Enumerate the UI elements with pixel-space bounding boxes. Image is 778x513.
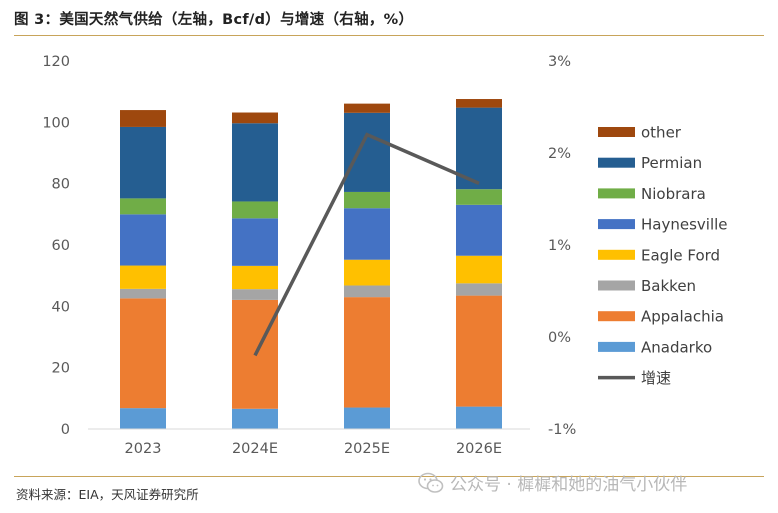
legend-label: Appalachia bbox=[641, 308, 724, 326]
bar-segment-niobrara bbox=[232, 201, 278, 219]
right-tick-label: 1% bbox=[548, 238, 571, 254]
legend-swatch bbox=[598, 249, 635, 260]
bar-segment-other bbox=[120, 110, 166, 127]
bar-segment-eagle-ford bbox=[120, 265, 166, 289]
bar-segment-haynesville bbox=[120, 214, 166, 266]
wechat-icon bbox=[418, 472, 444, 493]
left-axis: 0 20 40 60 80 100 120 bbox=[42, 54, 70, 438]
bar-segment-anadarko bbox=[344, 407, 390, 429]
legend-swatch bbox=[598, 157, 635, 168]
source-note: 资料来源：EIA，天风证券研究所 bbox=[16, 487, 199, 502]
left-tick-label: 120 bbox=[42, 54, 70, 70]
legend-label: Bakken bbox=[641, 277, 696, 295]
legend-label: Niobrara bbox=[641, 185, 706, 203]
bar-segment-anadarko bbox=[120, 408, 166, 429]
bar-segment-eagle-ford bbox=[456, 255, 502, 284]
legend-label: 增速 bbox=[641, 369, 671, 387]
bar-segment-haynesville bbox=[232, 218, 278, 266]
legend-label: other bbox=[641, 124, 682, 142]
bar-segment-anadarko bbox=[456, 406, 502, 429]
legend: other Permian Niobrara Haynesville Eagle For… bbox=[598, 124, 728, 387]
right-tick-label: 2% bbox=[548, 146, 571, 162]
bar-segment-permian bbox=[232, 123, 278, 202]
x-tick-label: 2023 bbox=[125, 441, 162, 457]
right-axis: -1% 0% 1% 2% 3% bbox=[548, 54, 576, 438]
x-tick-label: 2026E bbox=[456, 441, 502, 457]
bar-segment-bakken bbox=[456, 283, 502, 296]
footer-rule bbox=[14, 476, 764, 477]
bar-segment-eagle-ford bbox=[344, 259, 390, 286]
growth-line bbox=[253, 132, 480, 357]
right-tick-label: -1% bbox=[548, 422, 576, 438]
x-axis: 2023 2024E 2025E 2026E bbox=[125, 441, 502, 457]
bar-segment-permian bbox=[120, 126, 166, 199]
legend-swatch bbox=[598, 188, 635, 199]
bar-segment-haynesville bbox=[344, 208, 390, 260]
legend-label: Haynesville bbox=[641, 216, 728, 234]
bar-segment-anadarko bbox=[232, 408, 278, 429]
legend-label: Anadarko bbox=[641, 338, 712, 356]
bar-segment-other bbox=[456, 99, 502, 108]
watermark-block: 公众号 · 樨樨和她的油气小伙伴 bbox=[418, 470, 687, 495]
watermark: 公众号 · 樨樨和她的油气小伙伴 bbox=[450, 475, 688, 495]
bar-segment-bakken bbox=[120, 288, 166, 299]
left-tick-label: 20 bbox=[52, 361, 70, 377]
bar-segment-permian bbox=[344, 112, 390, 192]
bar-segment-other bbox=[344, 103, 390, 113]
legend-swatch bbox=[598, 311, 635, 322]
title-rule bbox=[14, 35, 764, 36]
x-tick-label: 2025E bbox=[344, 441, 390, 457]
legend-swatch bbox=[598, 341, 635, 352]
bar-segment-niobrara bbox=[344, 191, 390, 209]
bar-segment-eagle-ford bbox=[232, 265, 278, 290]
bar-segment-niobrara bbox=[120, 198, 166, 215]
legend-swatch bbox=[598, 219, 635, 230]
bar-segment-appalachia bbox=[120, 298, 166, 409]
legend-label: Eagle Ford bbox=[641, 246, 720, 264]
bar-segment-haynesville bbox=[456, 204, 502, 256]
left-tick-label: 80 bbox=[52, 177, 70, 193]
legend-label: Permian bbox=[641, 154, 702, 172]
legend-swatch bbox=[598, 280, 635, 291]
right-tick-label: 3% bbox=[548, 54, 571, 70]
bar-segment-niobrara bbox=[456, 189, 502, 205]
right-tick-label: 0% bbox=[548, 330, 571, 346]
bar-segment-bakken bbox=[232, 289, 278, 300]
bar-segment-appalachia bbox=[456, 295, 502, 407]
bar-segment-appalachia bbox=[344, 297, 390, 408]
figure-title: 图 3：美国天然气供给（左轴，Bcf/d）与增速（右轴，%） bbox=[14, 12, 414, 28]
x-tick-label: 2024E bbox=[232, 441, 278, 457]
bars bbox=[120, 99, 502, 429]
bar-segment-other bbox=[232, 112, 278, 124]
growth-series-line bbox=[253, 132, 480, 357]
bar-segment-bakken bbox=[344, 285, 390, 298]
left-tick-label: 60 bbox=[52, 238, 70, 254]
left-tick-label: 100 bbox=[42, 115, 70, 131]
legend-swatch bbox=[598, 127, 635, 137]
left-tick-label: 0 bbox=[61, 422, 70, 438]
left-tick-label: 40 bbox=[52, 299, 70, 315]
